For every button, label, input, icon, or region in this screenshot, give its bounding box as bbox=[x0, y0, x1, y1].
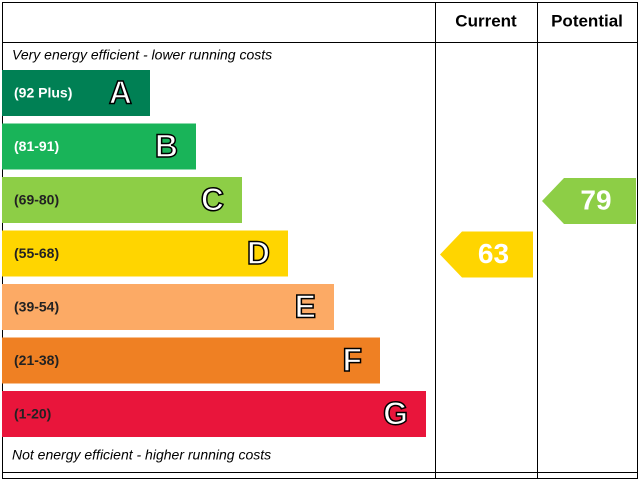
band-letter: C bbox=[201, 181, 224, 217]
band-range: (21-38) bbox=[14, 352, 59, 368]
rating-arrow bbox=[440, 231, 533, 278]
band-bar bbox=[2, 70, 150, 116]
band-letter: B bbox=[155, 128, 178, 164]
band-range: (39-54) bbox=[14, 299, 59, 315]
rating-arrow bbox=[542, 178, 636, 224]
band-range: (81-91) bbox=[14, 138, 59, 154]
band-letter: E bbox=[295, 288, 316, 324]
bottom-label: Not energy efficient - higher running co… bbox=[12, 447, 271, 463]
band-letter: F bbox=[342, 342, 362, 378]
band-letter: A bbox=[109, 74, 132, 110]
band-range: (55-68) bbox=[14, 245, 59, 261]
band-bar bbox=[2, 284, 334, 330]
band-letter: G bbox=[383, 395, 408, 431]
band-bar bbox=[2, 337, 380, 384]
column-header: Potential bbox=[551, 11, 623, 30]
band-range: (92 Plus) bbox=[14, 85, 72, 101]
band-bar bbox=[2, 123, 196, 170]
band-bar bbox=[2, 230, 288, 277]
band-letter: D bbox=[247, 235, 270, 271]
column-header: Current bbox=[455, 11, 517, 30]
rating-value: 79 bbox=[580, 184, 611, 215]
top-label: Very energy efficient - lower running co… bbox=[12, 47, 272, 63]
band-range: (69-80) bbox=[14, 192, 59, 208]
band-bar bbox=[2, 391, 426, 437]
band-bar bbox=[2, 177, 242, 223]
band-range: (1-20) bbox=[14, 406, 51, 422]
rating-value: 63 bbox=[478, 238, 509, 269]
